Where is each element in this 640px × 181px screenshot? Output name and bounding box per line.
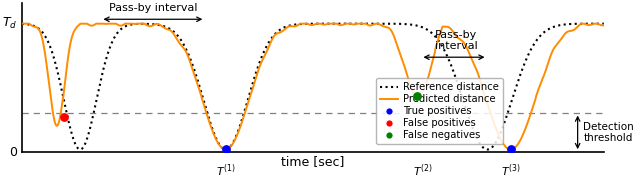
Text: Detection
threshold: Detection threshold (584, 122, 634, 143)
Point (221, 148, 231, 151)
Text: Pass-by
interval: Pass-by interval (435, 30, 478, 51)
Text: $T^{(1)}$: $T^{(1)}$ (216, 162, 236, 179)
Legend: Reference distance, Predicted distance, True positives, False positives, False n: Reference distance, Predicted distance, … (376, 78, 503, 144)
Text: Pass-by interval: Pass-by interval (109, 3, 197, 13)
Text: $T^{(3)}$: $T^{(3)}$ (500, 162, 521, 179)
Text: $T^{(2)}$: $T^{(2)}$ (413, 162, 433, 179)
Text: $T_d$: $T_d$ (2, 16, 17, 31)
Text: 0: 0 (10, 146, 17, 159)
Point (412, 94, 422, 97)
Point (59, 116, 69, 119)
Point (506, 148, 516, 151)
X-axis label: time [sec]: time [sec] (281, 155, 344, 168)
